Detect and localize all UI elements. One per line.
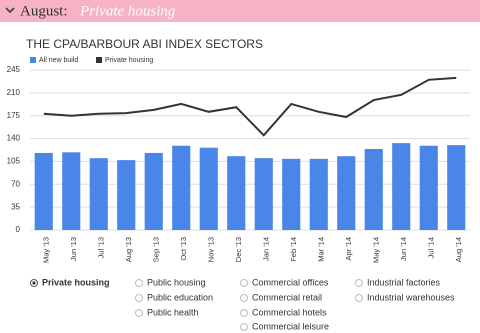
bar xyxy=(309,158,328,230)
x-tick-label: Aug '14 xyxy=(454,237,463,262)
bar xyxy=(447,145,466,230)
radio-button[interactable] xyxy=(240,323,248,331)
bar xyxy=(144,152,163,230)
x-tick-label: Apr '14 xyxy=(344,237,353,261)
bar xyxy=(364,149,383,230)
bar xyxy=(337,156,356,230)
x-tick-label: Jul '14 xyxy=(427,237,436,258)
bar xyxy=(392,143,411,230)
y-tick-label: 105 xyxy=(7,157,21,166)
y-tick-label: 0 xyxy=(16,225,21,234)
bar xyxy=(34,152,53,230)
y-tick-label: 175 xyxy=(7,111,21,120)
header-month: August: xyxy=(20,3,68,19)
radio-label[interactable]: Commercial offices xyxy=(252,277,329,287)
x-tick-label: Sep '13 xyxy=(152,237,161,262)
radio-label[interactable]: Private housing xyxy=(42,277,110,287)
bar xyxy=(254,158,273,230)
radio-label[interactable]: Industrial warehouses xyxy=(367,292,455,302)
y-tick-label: 70 xyxy=(11,179,20,188)
line xyxy=(43,76,457,137)
radio-button[interactable] xyxy=(355,279,363,287)
legend-label: All new build xyxy=(39,57,78,64)
bar xyxy=(227,156,246,230)
header-bar xyxy=(0,0,480,22)
chevron-icon[interactable] xyxy=(5,7,15,14)
radio-button[interactable] xyxy=(240,294,248,302)
y-tick-label: 140 xyxy=(7,134,21,143)
bar xyxy=(199,147,218,230)
radio-button[interactable] xyxy=(240,279,248,287)
radio-button[interactable] xyxy=(135,309,143,317)
radio-label[interactable]: Public housing xyxy=(147,277,206,287)
x-tick-label: Aug '13 xyxy=(124,237,133,262)
radio-label[interactable]: Industrial factories xyxy=(367,277,441,287)
chart-title: THE CPA/BARBOUR ABI INDEX SECTORS xyxy=(26,37,263,51)
radio-label[interactable]: Commercial leisure xyxy=(252,321,329,331)
x-tick-label: May '13 xyxy=(42,237,51,263)
y-tick-label: 210 xyxy=(7,88,21,97)
header-sector: Private housing xyxy=(79,3,176,19)
radio-label[interactable]: Public education xyxy=(147,292,213,302)
y-tick-label: 35 xyxy=(11,202,20,211)
x-tick-label: May '14 xyxy=(372,237,381,263)
x-tick-label: Jun '14 xyxy=(399,237,408,261)
bar xyxy=(62,152,81,230)
x-tick-label: Jul '13 xyxy=(97,237,106,258)
x-tick-label: Mar '14 xyxy=(317,237,326,262)
radio-button[interactable] xyxy=(135,294,143,302)
legend-label: Private housing xyxy=(105,57,153,64)
bar xyxy=(419,145,438,230)
radio-dot xyxy=(32,281,36,285)
x-tick-label: Jun '13 xyxy=(69,237,78,261)
y-tick-label: 245 xyxy=(7,65,21,74)
x-tick-label: Dec '13 xyxy=(234,237,243,262)
bar xyxy=(89,158,108,230)
legend-swatch xyxy=(96,57,102,63)
radio-label[interactable]: Commercial hotels xyxy=(252,307,327,317)
radio-button[interactable] xyxy=(240,309,248,317)
legend-swatch xyxy=(30,57,36,63)
x-tick-label: Jan '14 xyxy=(262,237,271,261)
bar xyxy=(282,158,301,230)
x-tick-label: Nov '13 xyxy=(207,237,216,262)
radio-button[interactable] xyxy=(135,279,143,287)
radio-label[interactable]: Public health xyxy=(147,307,199,317)
bar xyxy=(117,160,136,230)
x-tick-label: Feb '14 xyxy=(289,237,298,262)
radio-button[interactable] xyxy=(355,294,363,302)
x-tick-label: Oct '13 xyxy=(179,237,188,261)
radio-label[interactable]: Commercial retail xyxy=(252,292,322,302)
bar xyxy=(172,145,191,230)
